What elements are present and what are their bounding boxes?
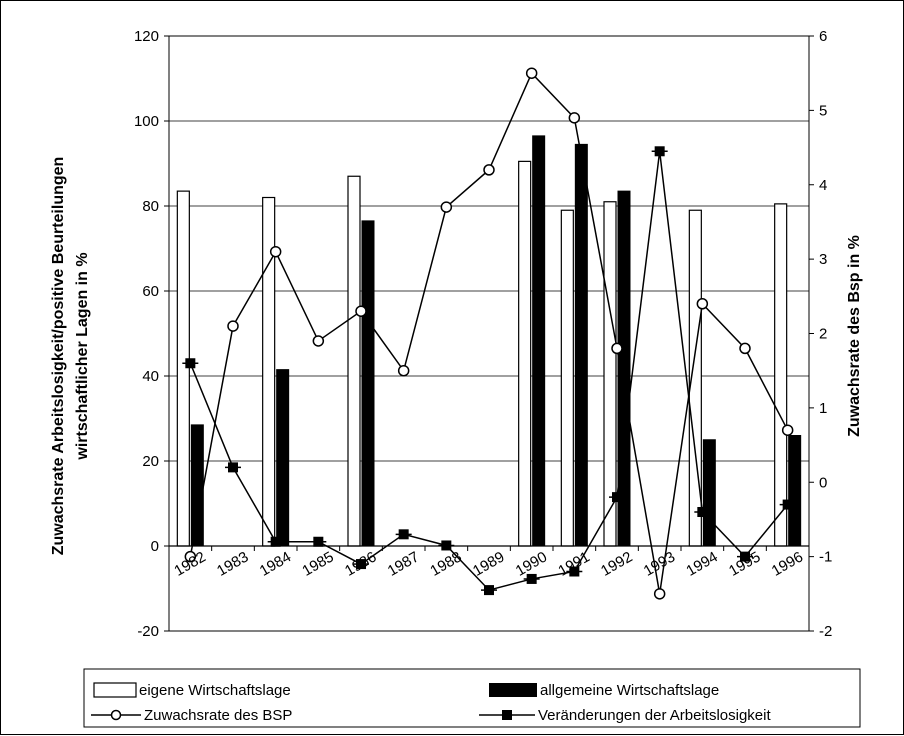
legend-swatch-allgemeine <box>489 683 537 697</box>
x-tick-label: 1984 <box>257 548 294 579</box>
left-tick-label: 80 <box>142 198 159 215</box>
x-tick-label: 1985 <box>299 548 336 579</box>
legend-label-allgemeine: allgemeine Wirtschaftslage <box>540 682 719 699</box>
x-tick-label: 1987 <box>385 548 422 579</box>
legend-swatch-eigene <box>93 682 137 698</box>
left-tick-label: 100 <box>134 113 159 130</box>
legend-box <box>83 668 861 728</box>
x-tick-label: 1989 <box>470 548 507 579</box>
series-bsp-point <box>269 245 282 258</box>
y-axis-title-line1: Zuwachsrate Arbeitslosigkeit/positive Be… <box>50 157 67 556</box>
bar-series <box>176 135 802 547</box>
series-bsp-point <box>312 335 325 347</box>
y2-axis-title: Zuwachsrate des Bsp in % <box>846 235 863 437</box>
left-tick-label: -20 <box>137 623 159 640</box>
series-bsp-point <box>739 342 751 355</box>
bar-eigene-wirtschaftslage <box>560 209 574 547</box>
line-series <box>182 67 796 600</box>
right-axis-ticks: 6 5 4 3 2 1 0 -1 -2 <box>819 28 832 640</box>
right-tick-label: -2 <box>819 623 832 640</box>
right-tick-label: 2 <box>819 326 827 343</box>
series-bsp-point <box>525 67 538 79</box>
right-tick-label: 0 <box>819 474 827 491</box>
bar-allgemeine-wirtschaftslage <box>276 369 290 547</box>
series-bsp-point <box>440 201 453 213</box>
legend-label-arbeitslosigkeit: Veränderungen der Arbeitslosigkeit <box>538 707 771 724</box>
legend-marker-bsp <box>110 709 122 721</box>
bar-eigene-wirtschaftslage <box>347 175 361 547</box>
series-bsp-point <box>568 112 581 124</box>
right-tick-label: -1 <box>819 549 832 566</box>
x-tick-label: 1996 <box>769 548 806 579</box>
left-tick-label: 120 <box>134 28 159 45</box>
bar-eigene-wirtschaftslage <box>518 160 532 547</box>
x-tick-label: 1983 <box>214 548 251 579</box>
series-bsp-point <box>227 320 239 332</box>
series-bsp-point <box>696 298 709 310</box>
legend-marker-arbeitslosigkeit <box>502 710 512 720</box>
left-tick-label: 20 <box>142 453 159 470</box>
bar-allgemeine-wirtschaftslage <box>702 439 716 547</box>
series-bsp-point <box>184 550 197 563</box>
legend-label-bsp: Zuwachsrate des BSP <box>144 707 292 724</box>
right-tick-label: 6 <box>819 28 827 45</box>
series-bsp-point <box>355 305 367 317</box>
right-tick-label: 4 <box>819 177 827 194</box>
bar-allgemeine-wirtschaftslage <box>190 424 204 547</box>
series-bsp-point <box>653 588 666 600</box>
series-bsp-point <box>483 164 495 176</box>
bar-allgemeine-wirtschaftslage <box>788 435 802 547</box>
y-axis-title-line2: wirtschaftlicher Lagen in % <box>74 252 91 460</box>
left-tick-label: 60 <box>142 283 159 300</box>
x-tick-label: 1988 <box>427 548 464 579</box>
bar-eigene-wirtschaftslage <box>774 203 788 547</box>
left-axis-ticks: 120 100 80 60 40 20 0 -20 <box>134 28 159 640</box>
x-tick-label: 1994 <box>683 548 720 579</box>
left-tick-label: 40 <box>142 368 159 385</box>
right-tick-label: 5 <box>819 102 827 119</box>
right-tick-label: 3 <box>819 251 827 268</box>
right-tick-label: 1 <box>819 400 827 417</box>
x-tick-label: 1992 <box>598 548 635 579</box>
left-tick-label: 0 <box>151 538 159 555</box>
series-bsp-point <box>781 424 794 436</box>
bar-allgemeine-wirtschaftslage <box>532 135 546 547</box>
x-tick-label: 1986 <box>342 548 379 579</box>
bar-eigene-wirtschaftslage <box>176 190 190 547</box>
series-bsp-point <box>397 364 410 377</box>
legend: eigene Wirtschaftslage allgemeine Wirtsc… <box>83 668 861 728</box>
x-tick-label: 1993 <box>641 548 678 579</box>
x-axis-ticks: 1982 1983 1984 1985 1986 1987 1988 1989 1990 1991… <box>171 548 806 579</box>
bar-allgemeine-wirtschaftslage <box>574 143 588 547</box>
axes <box>164 35 814 632</box>
series-bsp-point <box>611 342 623 355</box>
bar-allgemeine-wirtschaftslage <box>361 220 375 547</box>
legend-label-eigene: eigene Wirtschaftslage <box>139 682 291 699</box>
